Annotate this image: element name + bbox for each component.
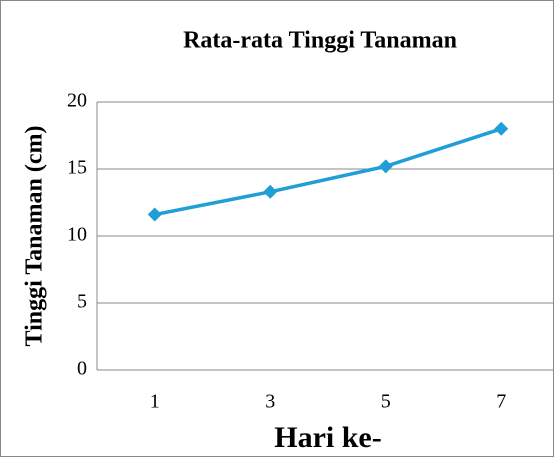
x-tick-label: 7 xyxy=(496,391,506,413)
x-tick-label: 5 xyxy=(381,391,391,413)
y-tick-label: 0 xyxy=(77,358,87,380)
data-point xyxy=(494,121,509,136)
x-axis-label: Hari ke- xyxy=(274,421,381,454)
y-tick-label: 5 xyxy=(77,291,87,313)
data-point xyxy=(147,207,162,222)
data-point xyxy=(378,159,393,174)
data-point xyxy=(263,184,278,199)
y-tick-label: 10 xyxy=(67,224,87,246)
series-line xyxy=(154,127,502,217)
x-tick-label: 1 xyxy=(150,391,160,413)
y-axis-label: Tinggi Tanaman (cm) xyxy=(22,126,48,347)
chart-title: Rata-rata Tinggi Tanaman xyxy=(183,28,457,54)
y-tick-label: 20 xyxy=(67,90,87,112)
y-tick-label: 15 xyxy=(67,157,87,179)
x-tick-label: 3 xyxy=(265,391,275,413)
